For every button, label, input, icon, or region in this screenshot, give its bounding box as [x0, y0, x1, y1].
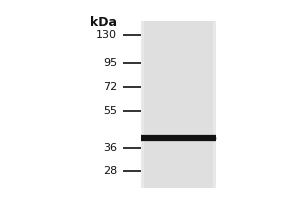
Text: 95: 95	[103, 58, 117, 68]
Text: 55: 55	[103, 106, 117, 116]
Bar	[144, 21, 213, 188]
Text: kDa: kDa	[90, 16, 117, 29]
Text: 72: 72	[103, 82, 117, 92]
Text: 130: 130	[96, 30, 117, 40]
Text: 28: 28	[103, 166, 117, 176]
Bar	[141, 21, 216, 188]
Text: 36: 36	[103, 143, 117, 153]
